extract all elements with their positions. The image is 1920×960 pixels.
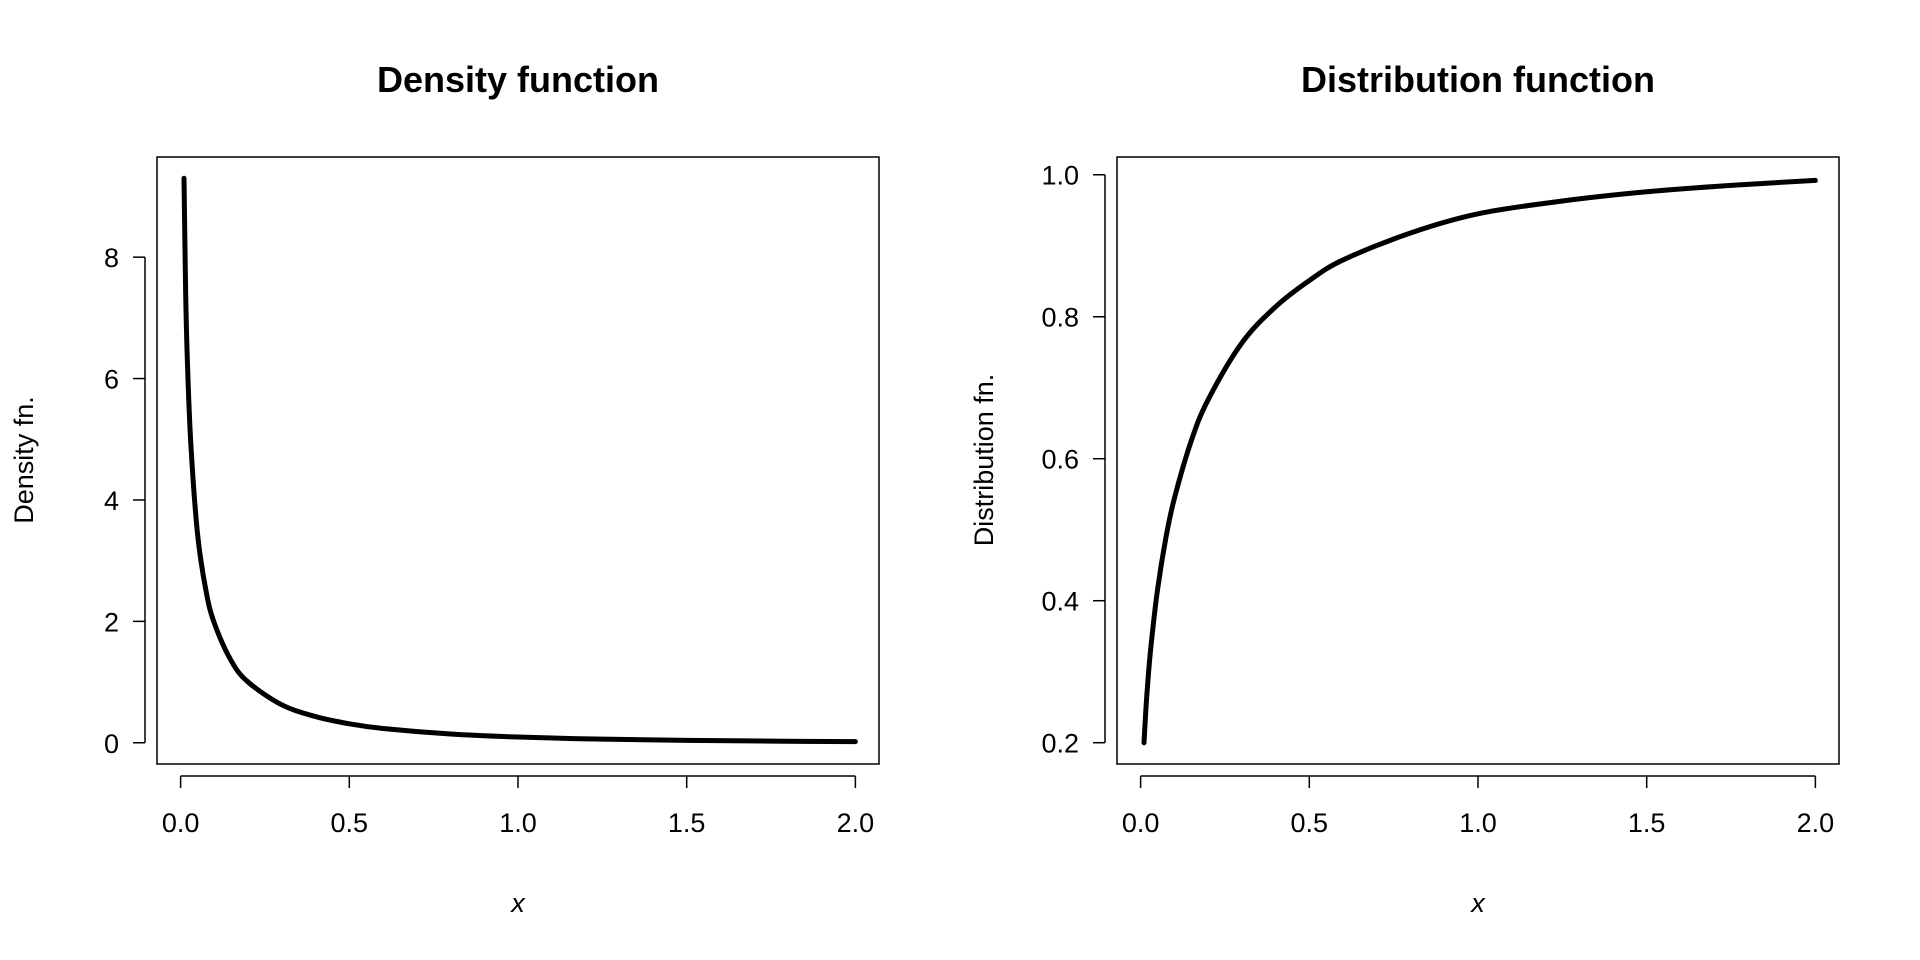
density-x-tick-label: 1.0 [499, 808, 537, 838]
distribution-y-tick-label: 0.6 [1041, 445, 1079, 475]
distribution-y-tick-label: 0.8 [1041, 303, 1079, 333]
density-plot-box [156, 156, 880, 765]
distribution-x-tick-label: 1.0 [1459, 808, 1497, 838]
density-x-tick-label: 0.0 [162, 808, 200, 838]
density-xlabel: x [509, 888, 526, 918]
density-y-tick-label: 6 [104, 365, 119, 395]
distribution-x-tick-label: 1.5 [1628, 808, 1666, 838]
density-y-tick-label: 8 [104, 243, 119, 273]
density-ylabel: Density fn. [9, 396, 39, 524]
distribution-title: Distribution function [1301, 59, 1655, 100]
distribution-x-tick-label: 0.0 [1122, 808, 1160, 838]
density-y-tick-label: 4 [104, 486, 119, 516]
distribution-x-tick-label: 2.0 [1797, 808, 1835, 838]
density-curve [181, 175, 858, 745]
density-title: Density function [377, 59, 659, 100]
density-x-tick-label: 2.0 [837, 808, 875, 838]
distribution-y-tick-label: 0.2 [1041, 729, 1079, 759]
distribution-xlabel: x [1469, 888, 1486, 918]
distribution-y-tick-label: 1.0 [1041, 161, 1079, 191]
density-x-tick-label: 0.5 [331, 808, 369, 838]
distribution-x-tick-label: 0.5 [1291, 808, 1329, 838]
distribution-ylabel: Distribution fn. [969, 374, 999, 547]
distribution-curve [1141, 177, 1818, 746]
density-panel: Density function x Density fn. 0.0 0.5 1.0… [9, 59, 880, 918]
distribution-plot-box [1116, 156, 1840, 765]
density-x-tick-label: 1.5 [668, 808, 706, 838]
distribution-panel: Distribution function x Distribution fn.… [969, 59, 1840, 918]
distribution-y-tick-label: 0.4 [1041, 587, 1079, 617]
density-y-tick-label: 2 [104, 607, 119, 637]
density-y-tick-label: 0 [104, 729, 119, 759]
